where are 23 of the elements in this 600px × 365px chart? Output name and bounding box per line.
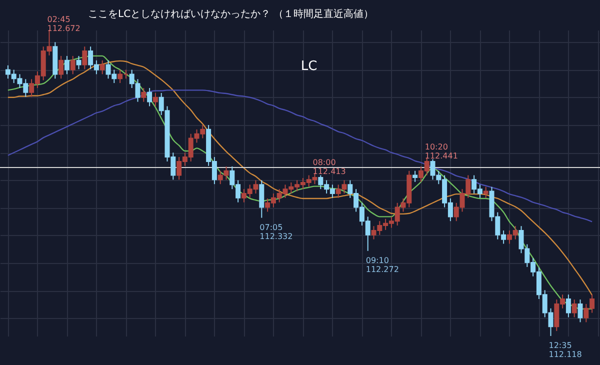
candlestick — [412, 170, 418, 182]
annotation: 08:00 112.413 — [312, 158, 346, 176]
candlestick — [82, 46, 88, 70]
candlestick — [259, 180, 264, 218]
candlestick — [100, 60, 105, 75]
text: ここをLCとしなければいけなかったか？ （１時間足直近高値） — [88, 8, 374, 20]
annotation: LC — [300, 59, 318, 74]
candlestick — [147, 87, 152, 107]
candlestick — [566, 294, 571, 318]
candlestick — [76, 55, 82, 70]
candlestick — [70, 55, 76, 75]
annotation: 02:45 112.672 — [47, 15, 80, 33]
candlestick — [64, 55, 70, 75]
annotation: 07:05 112.332 — [260, 222, 293, 241]
candlestick — [578, 299, 583, 323]
annotation: 09:10 112.272 — [366, 256, 399, 274]
candlestick — [572, 299, 577, 318]
text: 12:35 112.118 — [548, 341, 582, 359]
candlestick — [141, 87, 146, 102]
candlestick — [152, 92, 158, 107]
annotation: 10:20 112.441 — [424, 142, 458, 161]
candlestick — [58, 55, 64, 80]
candlestick — [483, 186, 488, 198]
